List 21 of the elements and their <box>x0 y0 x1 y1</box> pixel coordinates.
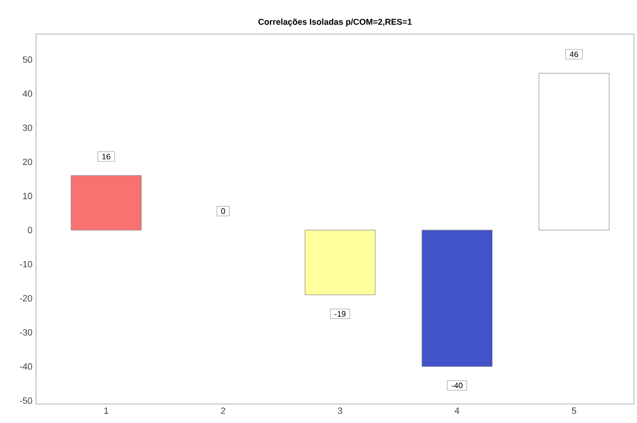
x-tick-label: 3 <box>338 408 342 414</box>
y-tick-label: 0 <box>28 226 32 234</box>
y-tick-label: -30 <box>20 329 32 336</box>
y-tick-label: 50 <box>22 56 32 63</box>
x-tick-label: 2 <box>221 408 226 414</box>
x-tick-label: 5 <box>572 408 576 414</box>
bar <box>70 175 142 230</box>
y-tick-label: 20 <box>22 158 32 166</box>
x-tick-label: 1 <box>104 408 108 414</box>
y-tick-label: -40 <box>20 363 32 370</box>
y-tick-label: 30 <box>22 124 32 131</box>
bar <box>538 73 610 230</box>
chart-title: Correlações Isoladas p/COM=2,RES=1 <box>258 18 412 26</box>
y-tick-label: -10 <box>20 261 32 268</box>
bar <box>422 230 492 367</box>
bar <box>304 230 376 296</box>
y-tick-label: 40 <box>22 90 32 97</box>
y-tick-label: 10 <box>23 192 32 200</box>
y-tick-label: -20 <box>20 295 32 302</box>
y-tick-label: -50 <box>20 397 32 404</box>
x-tick-label: 4 <box>454 408 460 414</box>
